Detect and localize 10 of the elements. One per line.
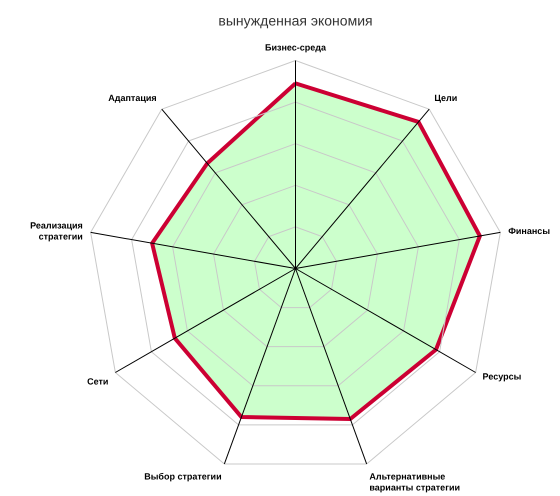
spoke-label: Бизнес-среда	[264, 42, 328, 52]
spoke-label: Реализация стратегии	[30, 220, 83, 242]
spoke-label: Ресурсы	[482, 372, 522, 382]
spoke-label: Выбор стратегии	[144, 471, 222, 482]
chart-title: вынужденная экономия	[218, 12, 373, 28]
spoke-label: Цели	[434, 93, 458, 104]
spoke-label: Альтернативные варианты стратегии	[369, 471, 460, 492]
spoke-label: Финансы	[508, 226, 550, 236]
spoke-label: Адаптация	[108, 93, 157, 104]
spoke-label: Сети	[87, 376, 108, 386]
